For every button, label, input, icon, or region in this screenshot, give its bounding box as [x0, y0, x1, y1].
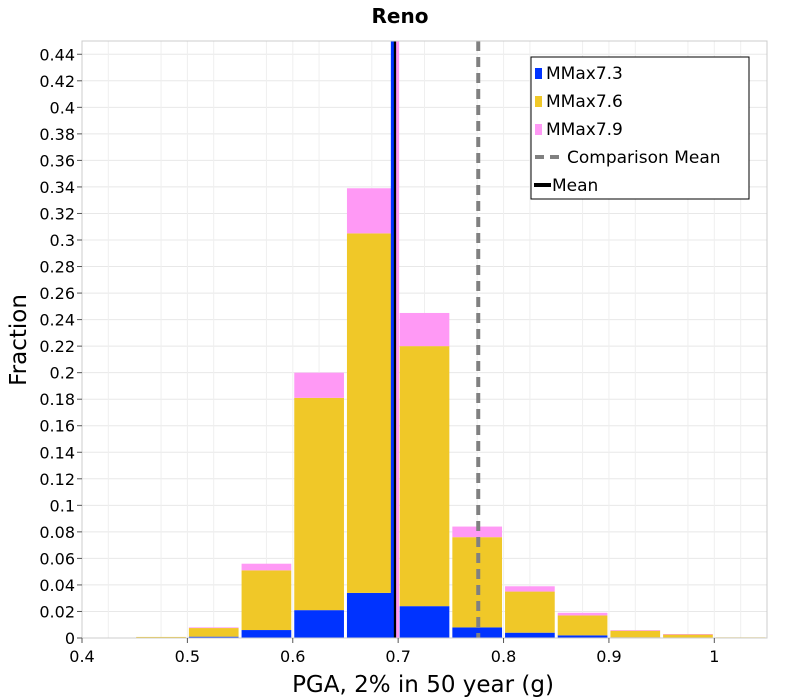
- y-tick-label: 0.06: [39, 549, 75, 568]
- y-tick-label: 0.14: [39, 443, 75, 462]
- y-tick-label: 0.22: [39, 337, 75, 356]
- bar-mmax7-6: [294, 397, 344, 611]
- legend-label-mean: Mean: [552, 176, 598, 196]
- y-tick-label: 0.24: [39, 311, 75, 330]
- y-tick-label: 0.16: [39, 417, 75, 436]
- bar-mmax7-3: [557, 635, 608, 638]
- bar-mmax7-9: [505, 586, 555, 592]
- legend-label-mmax7-6: MMax7.6: [546, 92, 623, 112]
- y-axis-title: Fraction: [6, 294, 32, 386]
- bar-mmax7-6: [505, 591, 555, 633]
- bar-mmax7-6: [346, 233, 397, 593]
- bar-mmax7-9: [241, 563, 292, 571]
- legend-label-mmax7-9: MMax7.9: [546, 120, 623, 140]
- x-tick-label: 0.6: [280, 647, 305, 666]
- bar-mmax7-3: [346, 592, 397, 638]
- y-tick-label: 0.44: [39, 45, 75, 64]
- plot-frame: [81, 40, 768, 639]
- x-tick-label: 1: [709, 647, 719, 666]
- x-axis-title: PGA, 2% in 50 year (g): [292, 672, 554, 698]
- bar-mmax7-6: [557, 615, 608, 636]
- bar-mmax7-9: [188, 627, 239, 629]
- y-tick-label: 0.3: [50, 231, 75, 250]
- reference-lines: [390, 41, 481, 638]
- bar-mmax7-3: [399, 606, 450, 638]
- bar-mmax7-3: [188, 636, 239, 638]
- bar-mmax7-3: [241, 630, 292, 638]
- y-tick-label: 0.4: [50, 98, 75, 117]
- bar-mmax7-6: [610, 630, 661, 638]
- x-axis-ticks: 0.4 0.5 0.6 0.7 0.8 0.9 1: [69, 638, 719, 666]
- y-axis-ticks: 0 0.02 0.04 0.06 0.08 0.1 0.12 0.14 0.16 0.18 0.2 0…: [39, 45, 82, 648]
- bar-mmax7-9: [557, 612, 608, 616]
- y-tick-label: 0.02: [39, 602, 75, 621]
- y-tick-label: 0.04: [39, 576, 75, 595]
- bar-mmax7-6: [136, 636, 186, 638]
- y-tick-label: 0.38: [39, 125, 75, 144]
- legend-label-comparison-mean: Comparison Mean: [567, 148, 721, 168]
- bar-mmax7-9: [452, 526, 503, 538]
- bar-mmax7-3: [505, 632, 555, 638]
- bar-mmax7-6: [663, 634, 713, 638]
- y-tick-label: 0.12: [39, 470, 75, 489]
- y-tick-label: 0.34: [39, 178, 75, 197]
- bar-mmax7-9: [610, 630, 661, 631]
- chart-title: Reno: [372, 4, 429, 28]
- legend-swatch-mmax7-9: [535, 124, 542, 135]
- legend: MMax7.3 MMax7.6 MMax7.9 Comparison Mean Mean: [530, 56, 750, 200]
- bar-mmax7-6: [452, 537, 503, 628]
- bar-mmax7-9: [346, 188, 397, 234]
- legend-swatch-mmax7-6: [535, 96, 542, 107]
- bar-mmax7-9: [399, 312, 450, 347]
- y-tick-label: 0.42: [39, 72, 75, 91]
- bars-layer: [136, 188, 766, 639]
- x-tick-label: 0.5: [175, 647, 200, 666]
- y-tick-label: 0: [65, 629, 75, 648]
- y-tick-label: 0.08: [39, 523, 75, 542]
- x-tick-label: 0.4: [69, 647, 94, 666]
- bar-mmax7-6: [241, 570, 292, 631]
- y-tick-label: 0.2: [50, 364, 75, 383]
- y-tick-label: 0.18: [39, 390, 75, 409]
- y-tick-label: 0.36: [39, 151, 75, 170]
- legend-label-mmax7-3: MMax7.3: [546, 64, 623, 84]
- bar-mmax7-9: [294, 372, 344, 398]
- bar-mmax7-3: [452, 627, 503, 638]
- y-tick-label: 0.26: [39, 284, 75, 303]
- y-tick-label: 0.1: [50, 496, 75, 515]
- x-tick-label: 0.9: [596, 647, 621, 666]
- bar-mmax7-6: [188, 628, 239, 637]
- y-tick-label: 0.28: [39, 258, 75, 277]
- x-tick-label: 0.8: [491, 647, 516, 666]
- y-tick-label: 0.32: [39, 204, 75, 223]
- legend-swatch-mmax7-3: [535, 68, 542, 79]
- bar-mmax7-9: [663, 634, 713, 635]
- x-tick-label: 0.7: [385, 647, 410, 666]
- bar-mmax7-3: [294, 610, 344, 638]
- bar-mmax7-6: [399, 346, 450, 607]
- legend-box: [530, 56, 750, 200]
